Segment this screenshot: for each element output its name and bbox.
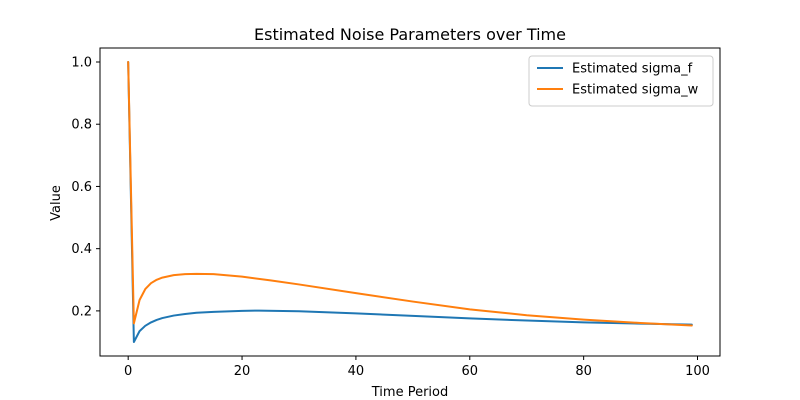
legend-label: Estimated sigma_w	[572, 83, 699, 98]
x-tick-label: 0	[124, 364, 132, 379]
plot-area	[127, 61, 693, 343]
y-tick-label: 0.6	[71, 180, 92, 195]
x-tick-label: 80	[575, 364, 592, 379]
x-tick-label: 20	[234, 364, 251, 379]
y-axis: 0.2 0.4 0.6 0.8 1.0	[71, 56, 100, 319]
y-tick-label: 0.2	[71, 304, 92, 319]
x-tick-label: 60	[462, 364, 479, 379]
chart-title: Estimated Noise Parameters over Time	[254, 25, 566, 44]
x-tick-label: 100	[685, 364, 710, 379]
y-tick-label: 1.0	[71, 56, 92, 71]
legend-label: Estimated sigma_f	[572, 62, 693, 77]
series-line-0	[127, 61, 693, 343]
y-tick-label: 0.8	[71, 118, 92, 133]
legend-box	[528, 55, 714, 107]
y-axis-label: Value	[49, 185, 64, 221]
x-axis: 0 20 40 60 80 100	[124, 356, 710, 379]
x-tick-label: 40	[348, 364, 365, 379]
series-line-1	[127, 61, 693, 327]
legend: Estimated sigma_f Estimated sigma_w	[528, 55, 714, 107]
y-tick-label: 0.4	[71, 242, 92, 257]
x-axis-label: Time Period	[371, 385, 448, 400]
plot-frame	[99, 47, 721, 357]
